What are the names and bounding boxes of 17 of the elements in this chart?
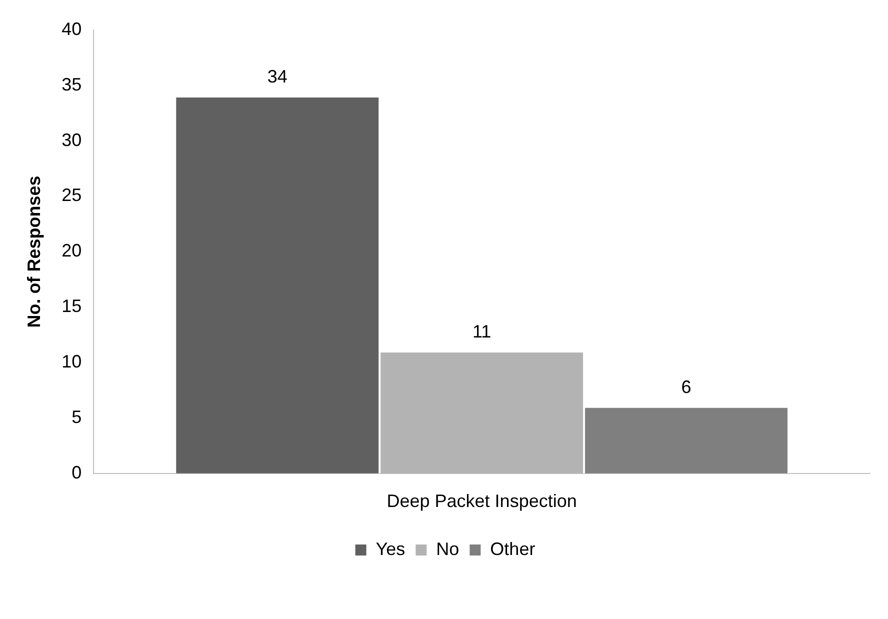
legend-label: Yes — [376, 538, 406, 559]
y-tick-label: 25 — [62, 185, 82, 206]
y-axis-title: No. of Responses — [24, 176, 44, 328]
data-label: 11 — [472, 321, 492, 342]
y-tick-label: 0 — [72, 462, 82, 482]
y-tick-label: 5 — [72, 406, 82, 427]
data-label: 6 — [681, 376, 692, 397]
y-tick-label: 15 — [62, 296, 82, 316]
y-tick-label: 10 — [62, 352, 82, 372]
legend-label: No — [436, 538, 460, 559]
y-tick-label: 20 — [62, 240, 82, 261]
legend-label: Other — [490, 538, 536, 559]
y-tick-label: 35 — [62, 74, 82, 94]
x-tick-label: Deep Packet Inspection — [386, 491, 577, 512]
y-tick-label: 40 — [62, 18, 82, 39]
data-label: 34 — [267, 66, 288, 86]
y-tick-label: 30 — [62, 130, 82, 150]
